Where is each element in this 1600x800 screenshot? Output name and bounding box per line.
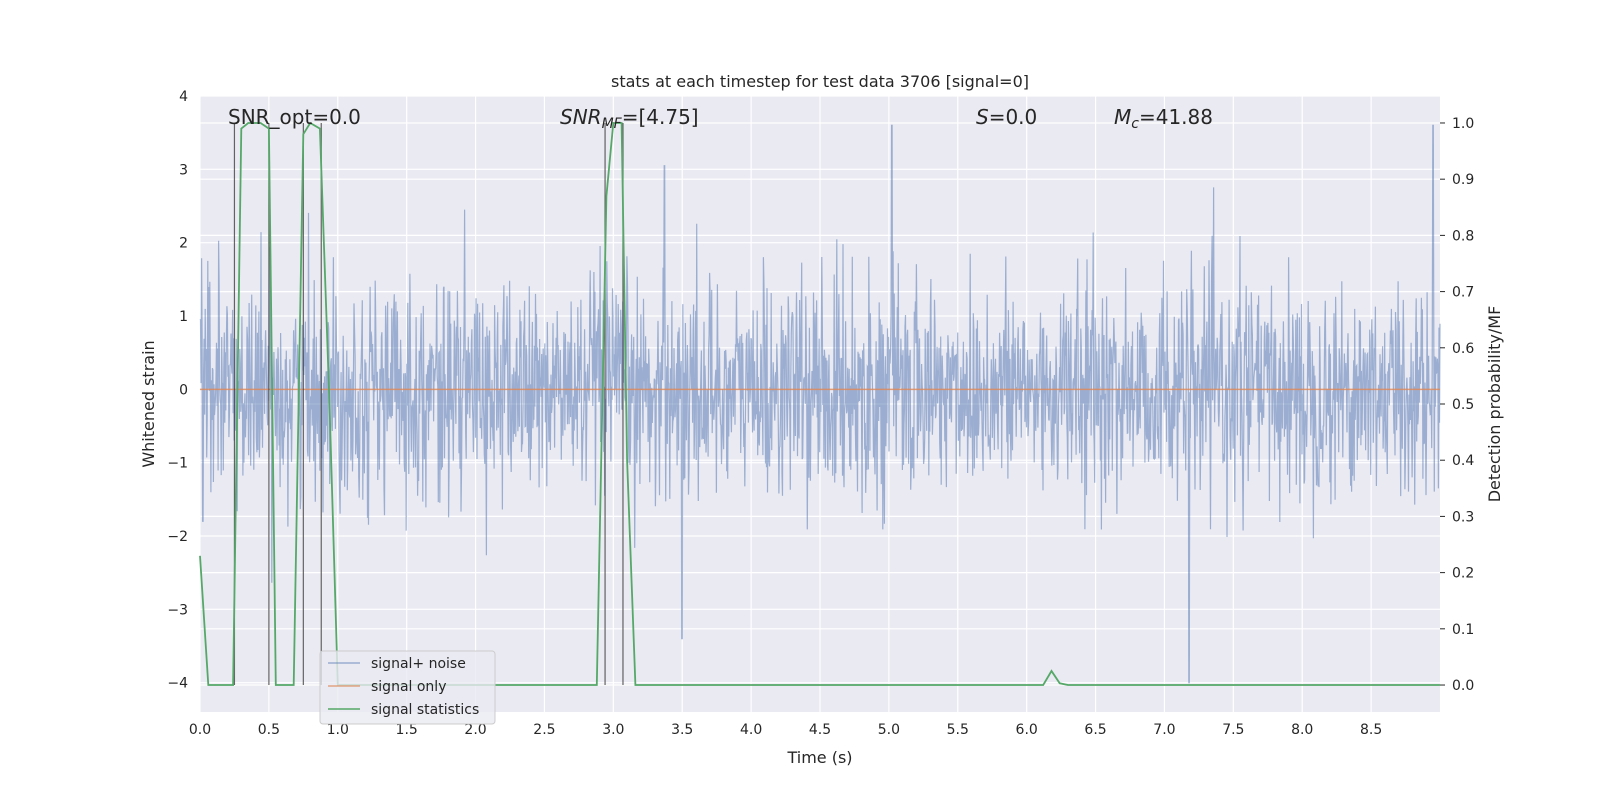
x-tick-label: 3.5	[671, 722, 693, 738]
y-tick-label: −2	[167, 529, 188, 545]
y-right-tick-label: 0.8	[1452, 228, 1474, 244]
annotation-snr-mf: SNRMF=[4.75]	[560, 105, 699, 132]
signal-statistics-series	[199, 121, 1440, 686]
mc-value: =41.88	[1139, 105, 1213, 129]
chart-title: stats at each timestep for test data 370…	[611, 72, 1029, 91]
legend: signal+ noise signal only signal statist…	[319, 650, 496, 725]
y-right-tick-label: 0.4	[1452, 453, 1474, 469]
y-axis-right-label: Detection probability/MF	[1485, 306, 1504, 503]
y-tick-label: 4	[179, 89, 188, 105]
x-tick-label: 8.5	[1360, 722, 1382, 738]
annotation-mc: Mc=41.88	[1114, 105, 1213, 132]
y-right-tick-label: 0.5	[1452, 397, 1474, 413]
mc-subscript: c	[1131, 116, 1139, 132]
y-right-tick-label: 0.3	[1452, 509, 1474, 525]
snr-mf-subscript: MF	[602, 116, 623, 132]
y-right-tick-label: 0.0	[1452, 678, 1474, 694]
legend-box	[319, 650, 496, 725]
y-right-tick-label: 0.1	[1452, 622, 1474, 638]
y-tick-label: 0	[179, 382, 188, 398]
y-tick-label: 2	[179, 236, 188, 252]
x-tick-label: 4.5	[809, 722, 831, 738]
y-tick-label: 3	[179, 162, 188, 178]
x-tick-label: 2.0	[464, 722, 486, 738]
snr-mf-symbol: SNR	[560, 105, 602, 129]
s-symbol: S	[976, 105, 989, 129]
mc-symbol: M	[1114, 105, 1131, 129]
annotation-snr-opt: SNR_opt=0.0	[228, 105, 361, 129]
x-tick-label: 3.0	[602, 722, 624, 738]
x-tick-label: 7.5	[1222, 722, 1244, 738]
y-tick-label: −3	[167, 602, 188, 618]
y-tick-label: 1	[179, 309, 188, 325]
y-axis-label: Whitened strain	[139, 340, 158, 467]
x-tick-label: 6.5	[1084, 722, 1106, 738]
y-right-tick-label: 0.9	[1452, 172, 1474, 188]
annotation-s: S=0.0	[976, 105, 1037, 129]
noise-line	[199, 124, 1441, 684]
y-right-tick-label: 0.6	[1452, 341, 1474, 357]
noise-series	[199, 124, 1441, 684]
s-value: =0.0	[989, 105, 1038, 129]
x-tick-label: 0.0	[189, 722, 211, 738]
y-axis-right-ticks: 1.0 0.9 0.8 0.7 0.6 0.5 0.4 0.3 0.2 0.1 0.0	[1440, 116, 1474, 694]
y-right-tick-label: 1.0	[1452, 116, 1474, 132]
legend-label-signal: signal only	[371, 679, 446, 695]
x-tick-label: 1.0	[327, 722, 349, 738]
x-tick-label: 6.0	[1016, 722, 1038, 738]
x-tick-label: 0.5	[258, 722, 280, 738]
y-right-tick-label: 0.7	[1452, 285, 1474, 301]
x-axis-ticks: 0.0 0.5 1.0 1.5 2.0 2.5 3.0 3.5 4.0 4.5 5.0 5.5 6.0 6…	[189, 722, 1382, 738]
x-tick-label: 5.0	[878, 722, 900, 738]
x-tick-label: 2.5	[533, 722, 555, 738]
x-tick-label: 7.0	[1153, 722, 1175, 738]
x-axis-label: Time (s)	[786, 748, 852, 767]
legend-label-stats: signal statistics	[371, 702, 479, 718]
x-tick-label: 8.0	[1291, 722, 1313, 738]
legend-label-noise: signal+ noise	[371, 656, 466, 672]
signal-statistics-line	[199, 121, 1440, 686]
y-axis-ticks: 4 3 2 1 0 −1 −2 −3 −4	[167, 89, 188, 692]
snr-mf-value: =[4.75]	[622, 105, 699, 129]
x-tick-label: 1.5	[396, 722, 418, 738]
x-tick-label: 4.0	[740, 722, 762, 738]
y-right-tick-label: 0.2	[1452, 566, 1474, 582]
y-tick-label: −1	[167, 456, 188, 472]
y-tick-label: −4	[167, 676, 188, 692]
x-tick-label: 5.5	[947, 722, 969, 738]
